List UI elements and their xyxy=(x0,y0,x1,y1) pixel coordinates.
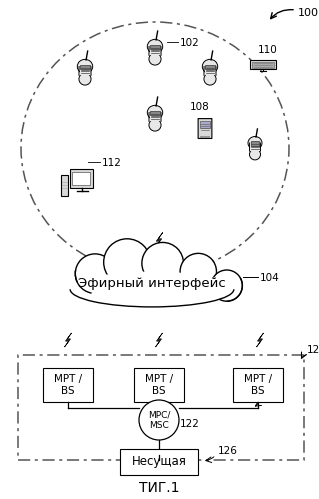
Text: 124: 124 xyxy=(261,391,281,401)
Polygon shape xyxy=(64,333,71,347)
FancyBboxPatch shape xyxy=(200,136,203,137)
Circle shape xyxy=(142,243,183,284)
Text: 120: 120 xyxy=(307,345,319,355)
Circle shape xyxy=(180,253,217,290)
Ellipse shape xyxy=(79,73,91,85)
Circle shape xyxy=(211,270,242,301)
Text: ΤИГ.1: ΤИГ.1 xyxy=(139,481,179,495)
Text: MPT /
BS: MPT / BS xyxy=(54,374,82,396)
FancyBboxPatch shape xyxy=(150,44,160,49)
Text: MPT /
BS: MPT / BS xyxy=(145,374,173,396)
Ellipse shape xyxy=(249,149,261,160)
Text: 126: 126 xyxy=(218,446,238,456)
FancyBboxPatch shape xyxy=(233,368,283,402)
Text: 100: 100 xyxy=(298,8,319,18)
FancyBboxPatch shape xyxy=(150,46,160,55)
Text: 104: 104 xyxy=(260,273,280,283)
FancyBboxPatch shape xyxy=(250,143,260,151)
Circle shape xyxy=(75,254,115,293)
Text: 122: 122 xyxy=(180,419,200,429)
Ellipse shape xyxy=(202,59,218,74)
FancyBboxPatch shape xyxy=(207,136,209,137)
Circle shape xyxy=(139,400,179,440)
FancyBboxPatch shape xyxy=(70,170,93,188)
Text: 110: 110 xyxy=(258,45,278,55)
Polygon shape xyxy=(256,333,263,347)
FancyBboxPatch shape xyxy=(204,136,206,137)
Polygon shape xyxy=(155,233,163,248)
Text: MPT /
BS: MPT / BS xyxy=(244,374,272,396)
Text: Эфирный интерфейс: Эфирный интерфейс xyxy=(78,277,226,290)
FancyBboxPatch shape xyxy=(204,66,216,75)
Text: Несущая: Несущая xyxy=(131,456,186,469)
Polygon shape xyxy=(155,333,162,347)
FancyBboxPatch shape xyxy=(134,368,184,402)
Ellipse shape xyxy=(147,105,163,120)
FancyBboxPatch shape xyxy=(150,112,160,121)
FancyBboxPatch shape xyxy=(200,121,210,128)
FancyBboxPatch shape xyxy=(80,64,90,69)
FancyBboxPatch shape xyxy=(198,119,212,139)
FancyBboxPatch shape xyxy=(252,61,274,68)
FancyBboxPatch shape xyxy=(120,449,198,475)
Text: 108: 108 xyxy=(190,102,210,112)
FancyBboxPatch shape xyxy=(205,64,215,69)
FancyBboxPatch shape xyxy=(251,141,259,146)
Text: 112: 112 xyxy=(102,158,122,168)
Ellipse shape xyxy=(70,271,234,307)
Ellipse shape xyxy=(204,73,216,85)
Ellipse shape xyxy=(77,59,93,74)
Text: MPC/
MSC: MPC/ MSC xyxy=(148,410,170,430)
Circle shape xyxy=(104,239,151,285)
Ellipse shape xyxy=(149,53,161,65)
Ellipse shape xyxy=(67,271,237,305)
FancyBboxPatch shape xyxy=(250,60,276,69)
Ellipse shape xyxy=(147,39,163,54)
FancyBboxPatch shape xyxy=(43,368,93,402)
Ellipse shape xyxy=(248,137,262,150)
FancyBboxPatch shape xyxy=(72,172,90,185)
FancyBboxPatch shape xyxy=(61,175,68,196)
FancyBboxPatch shape xyxy=(150,110,160,115)
Text: 102: 102 xyxy=(180,38,200,48)
Ellipse shape xyxy=(149,119,161,131)
FancyBboxPatch shape xyxy=(79,66,91,75)
